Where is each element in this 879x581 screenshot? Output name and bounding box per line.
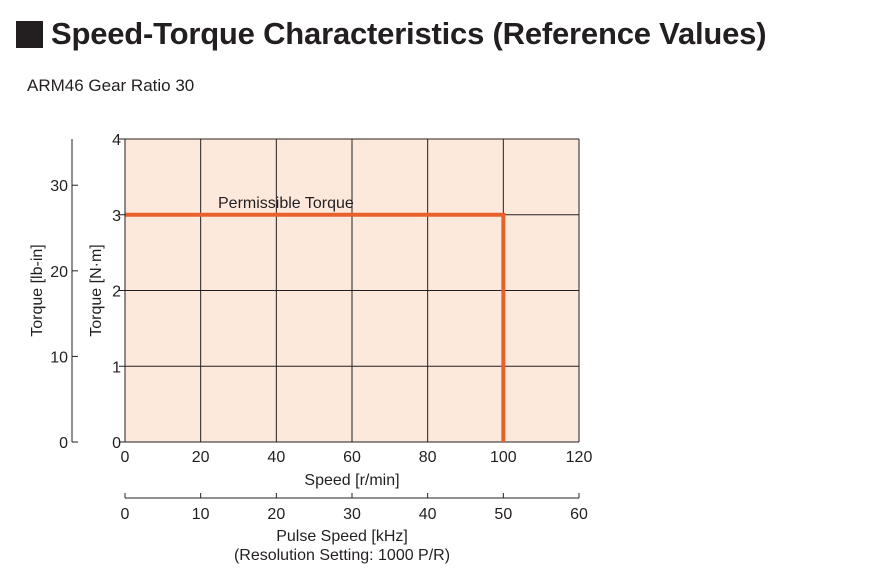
x2-tick-label: 40 xyxy=(419,506,437,523)
x2-tick-label: 50 xyxy=(494,506,512,523)
y-tick-label: 4 xyxy=(112,132,121,149)
x2-axis-note: (Resolution Setting: 1000 P/R) xyxy=(234,547,450,564)
chart-subtitle: ARM46 Gear Ratio 30 xyxy=(27,76,195,95)
heading-square-icon xyxy=(16,20,43,48)
series-label: Permissible Torque xyxy=(218,195,354,212)
x-tick-label: 0 xyxy=(121,449,130,466)
x2-tick-label: 30 xyxy=(343,506,361,523)
page-heading: Speed-Torque Characteristics (Reference … xyxy=(16,14,767,54)
y-tick-label: 2 xyxy=(112,284,121,301)
y-tick-label: 1 xyxy=(112,359,121,376)
y-tick-label: 3 xyxy=(112,208,121,225)
series-layer xyxy=(125,212,506,442)
y2-tick-label: 20 xyxy=(50,264,68,281)
x-tick-label: 100 xyxy=(490,449,517,466)
x-tick-label: 40 xyxy=(267,449,285,466)
y-axis-label: Torque [N·m] xyxy=(88,244,105,336)
x2-tick-label: 10 xyxy=(192,506,210,523)
y2-axis-label: Torque [lb-in] xyxy=(29,244,46,337)
x2-tick-label: 0 xyxy=(121,506,130,523)
y-tick-label: 0 xyxy=(112,435,121,452)
y2-tick-label: 10 xyxy=(50,349,68,366)
y2-tick-label: 30 xyxy=(50,178,68,195)
x2-tick-label: 20 xyxy=(267,506,285,523)
x-tick-label: 60 xyxy=(343,449,361,466)
x-tick-label: 120 xyxy=(566,449,593,466)
series-line-permissible-torque xyxy=(125,212,506,442)
x2-axis-label: Pulse Speed [kHz] xyxy=(276,528,408,545)
y2-tick-label: 0 xyxy=(59,435,68,452)
x-tick-label: 80 xyxy=(419,449,437,466)
x-axis-label: Speed [r/min] xyxy=(304,472,399,489)
x2-tick-label: 60 xyxy=(570,506,588,523)
page-title: Speed-Torque Characteristics (Reference … xyxy=(51,16,767,51)
x-tick-label: 20 xyxy=(192,449,210,466)
